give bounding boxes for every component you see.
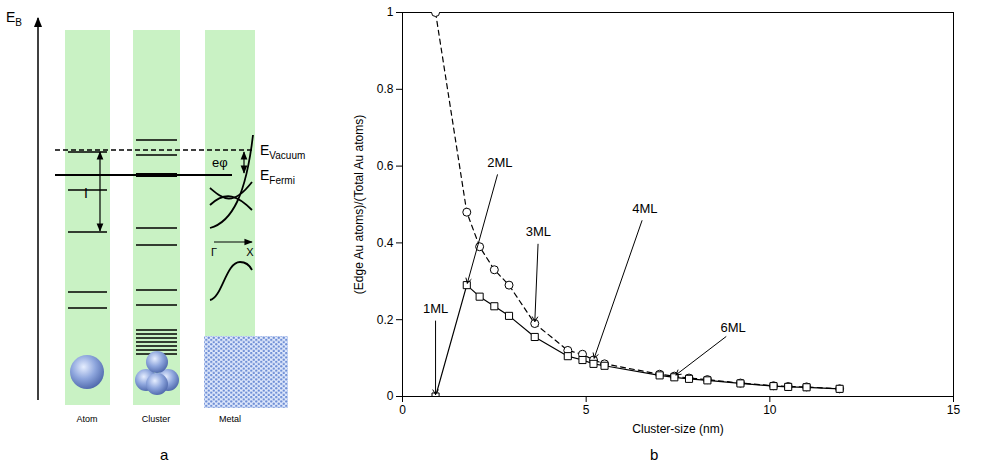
svg-text:4ML: 4ML	[632, 201, 657, 216]
svg-text:0.4: 0.4	[377, 236, 394, 250]
svg-text:15: 15	[947, 403, 961, 417]
svg-text:6ML: 6ML	[720, 320, 745, 335]
svg-text:EVacuum: EVacuum	[260, 142, 305, 161]
svg-text:10: 10	[763, 403, 777, 417]
svg-text:Γ: Γ	[211, 246, 217, 258]
svg-text:2ML: 2ML	[487, 155, 512, 170]
svg-text:(Edge Au atoms)/(Total Au atom: (Edge Au atoms)/(Total Au atoms)	[352, 115, 366, 294]
svg-text:EFermi: EFermi	[260, 167, 295, 186]
svg-text:X: X	[246, 246, 254, 258]
svg-text:Cluster-size (nm): Cluster-size (nm)	[632, 422, 723, 436]
html-text:b: b	[650, 446, 659, 463]
svg-text:I: I	[84, 185, 88, 201]
svg-text:1: 1	[387, 5, 394, 19]
svg-text:Metal: Metal	[219, 414, 241, 424]
svg-text:Cluster: Cluster	[142, 414, 171, 424]
svg-text:Atom: Atom	[76, 414, 97, 424]
svg-text:0: 0	[387, 389, 394, 403]
svg-text:0.8: 0.8	[377, 82, 394, 96]
svg-text:EB: EB	[6, 9, 22, 28]
svg-text:0.2: 0.2	[377, 313, 394, 327]
svg-text:3ML: 3ML	[526, 224, 551, 239]
svg-text:0.6: 0.6	[377, 159, 394, 173]
svg-text:0: 0	[399, 403, 406, 417]
svg-text:1ML: 1ML	[423, 301, 448, 316]
svg-text:eφ: eφ	[212, 155, 228, 170]
html-text:a: a	[160, 446, 169, 463]
svg-text:5: 5	[583, 403, 590, 417]
